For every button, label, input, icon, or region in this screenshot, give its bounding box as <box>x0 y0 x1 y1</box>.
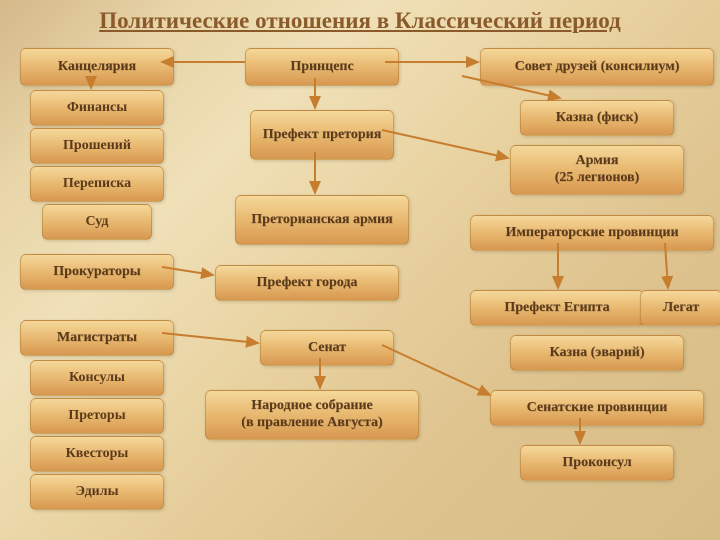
box-procurators: Прокураторы <box>20 254 174 290</box>
page-title: Политические отношения в Классический пе… <box>0 8 720 34</box>
box-correspondence: Переписка <box>30 166 164 202</box>
box-senate: Сенат <box>260 330 394 366</box>
box-council: Совет друзей (консилиум) <box>480 48 714 86</box>
box-finances: Финансы <box>30 90 164 126</box>
arrow <box>382 345 490 395</box>
box-treasury_fisc: Казна (фиск) <box>520 100 674 136</box>
box-court: Суд <box>42 204 152 240</box>
box-prefect_city: Префект города <box>215 265 399 301</box>
box-petitions: Прошений <box>30 128 164 164</box>
box-imperial_provinces: Императорские провинции <box>470 215 714 251</box>
box-prefect_praetor: Префект претория <box>250 110 394 160</box>
box-praetors: Преторы <box>30 398 164 434</box>
box-prefect_egypt: Префект Египта <box>470 290 644 326</box>
box-army: Армия(25 легионов) <box>510 145 684 195</box>
box-consuls: Консулы <box>30 360 164 396</box>
box-peoples_assembly: Народное собрание(в правление Августа) <box>205 390 419 440</box>
arrow <box>162 333 258 343</box>
box-magistrates: Магистраты <box>20 320 174 356</box>
box-senate_provinces: Сенатские провинции <box>490 390 704 426</box>
box-princeps: Принцепс <box>245 48 399 86</box>
box-chancellery: Канцелярия <box>20 48 174 86</box>
arrow <box>382 130 508 158</box>
box-quaestors: Квесторы <box>30 436 164 472</box>
box-aediles: Эдилы <box>30 474 164 510</box>
box-praetorian_army: Преторианская армия <box>235 195 409 245</box>
box-legate: Легат <box>640 290 720 326</box>
box-treasury_aer: Казна (эварий) <box>510 335 684 371</box>
box-proconsul: Проконсул <box>520 445 674 481</box>
